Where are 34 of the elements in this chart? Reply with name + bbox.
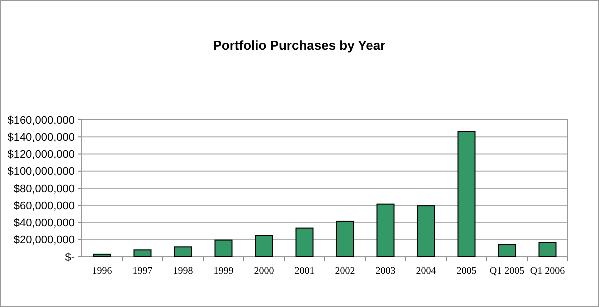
bar [93,254,112,258]
bar [336,220,354,258]
y-tick-label: $100,000,000 [8,166,75,178]
bar [498,244,516,258]
bar [214,240,233,258]
x-tick-label: 1999 [214,266,234,277]
bar [296,228,314,258]
x-tick-label: 2001 [294,266,315,277]
bar [538,242,557,258]
y-tick-label: $80,000,000 [14,183,75,196]
y-tick-label: $60,000,000 [14,200,75,212]
x-tick-label: 2005 [456,266,477,277]
x-tick-label: 1997 [132,266,153,277]
bar [174,246,192,258]
chart-title: Portfolio Purchases by Year [213,38,386,53]
y-tick-label: $40,000,000 [14,218,75,230]
x-tick-label: Q1 2005 [490,266,525,277]
y-tick-label: $120,000,000 [8,149,75,162]
x-tick-label: 2002 [335,266,356,277]
bar [417,206,436,258]
x-tick-label: 1998 [173,266,194,277]
y-tick-label: $160,000,000 [8,114,75,127]
bar [376,204,395,258]
bar [255,235,274,258]
y-tick-label: $20,000,000 [14,234,75,247]
y-tick-label: $- [65,252,76,264]
x-tick-label: Q1 2006 [530,266,566,277]
x-tick-label: 2003 [376,266,396,277]
x-tick-label: 2000 [254,266,274,277]
bar [458,131,476,258]
y-tick-label: $140,000,000 [8,132,75,144]
x-tick-label: 2004 [416,266,436,277]
bar [134,250,152,258]
x-tick-label: 1996 [92,266,112,277]
